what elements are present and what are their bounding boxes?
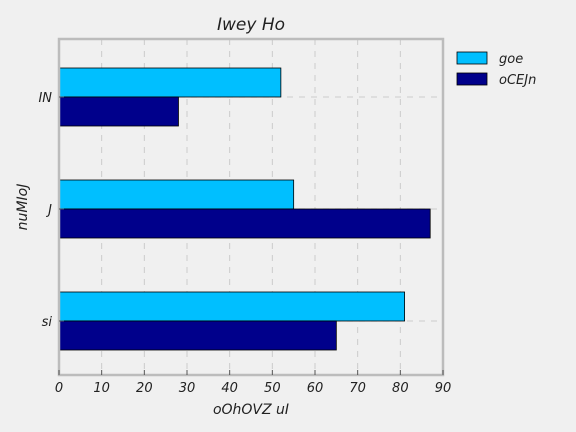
bars	[58, 67, 431, 351]
x-tick-label: 20	[136, 381, 153, 396]
plot-frame	[57, 37, 445, 377]
legend-swatch-oCEJn	[456, 72, 488, 86]
x-axis-label: oOhOVZ uI	[213, 402, 289, 418]
x-tick-label: 30	[179, 381, 196, 396]
chart-title: Iwey Ho	[217, 15, 285, 35]
bar-oCEJn-J	[58, 208, 431, 239]
legend-swatch-goe	[456, 51, 488, 65]
y-tick-label: IN	[38, 91, 52, 106]
x-tick-label: 0	[55, 381, 63, 396]
x-tick-label: 80	[392, 381, 409, 396]
bar-goe-si	[58, 291, 406, 322]
bar-goe-J	[58, 179, 295, 210]
x-tick-label: 70	[349, 381, 366, 396]
bar-oCEJn-si	[58, 320, 337, 351]
axis-ticks: 0 10 20 30 40 50 60 70 80 90 IN Jsi	[38, 91, 451, 396]
y-tick-label: si	[42, 315, 53, 330]
bar-goe-IN	[58, 67, 282, 98]
legend-label-oCEJn: oCEJn	[499, 73, 536, 88]
x-tick-label: 40	[221, 381, 238, 396]
y-tick-label: J	[45, 203, 52, 218]
x-tick-label: 10	[93, 381, 110, 396]
bar-oCEJn-IN	[58, 96, 179, 127]
y-axis-label: nuMIoJ	[15, 184, 31, 231]
legend: goe oCEJn	[456, 51, 536, 88]
x-tick-label: 60	[307, 381, 324, 396]
x-tick-label: 90	[435, 381, 452, 396]
x-tick-label: 50	[264, 381, 281, 396]
legend-label-goe: goe	[499, 52, 523, 67]
